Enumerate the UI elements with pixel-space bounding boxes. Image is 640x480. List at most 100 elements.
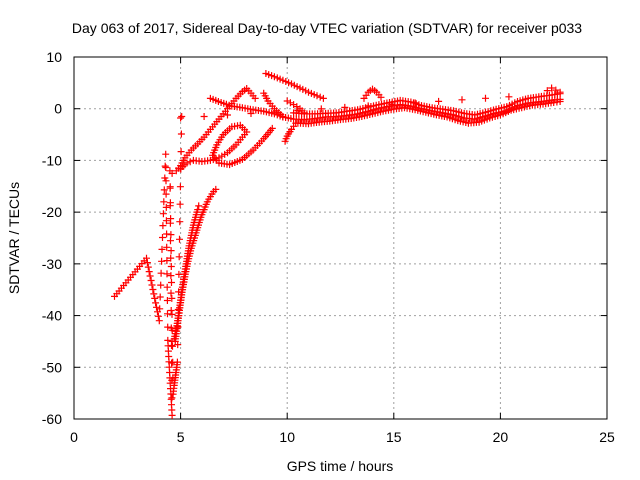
data-point bbox=[283, 97, 291, 105]
data-point bbox=[552, 86, 560, 94]
data-trace bbox=[179, 161, 189, 170]
x-tick-label: 25 bbox=[599, 429, 615, 445]
data-trace bbox=[185, 247, 195, 263]
data-trace bbox=[162, 164, 172, 331]
data-series bbox=[111, 93, 513, 419]
data-trace bbox=[388, 101, 401, 110]
data-trace bbox=[527, 98, 540, 107]
data-trace bbox=[307, 89, 318, 99]
data-point bbox=[168, 411, 176, 419]
y-tick-label: -50 bbox=[42, 359, 62, 375]
y-tick-label: 0 bbox=[54, 101, 62, 117]
data-point bbox=[251, 94, 259, 102]
data-trace bbox=[190, 216, 199, 226]
y-tick-label: -40 bbox=[42, 308, 62, 324]
data-trace bbox=[537, 97, 551, 106]
data-trace bbox=[316, 93, 324, 101]
data-trace bbox=[382, 106, 395, 115]
data-trace bbox=[318, 117, 331, 126]
data-trace bbox=[181, 260, 191, 278]
data-trace bbox=[361, 111, 374, 120]
data-trace bbox=[188, 224, 197, 237]
data-trace bbox=[414, 106, 427, 116]
data-trace bbox=[192, 208, 201, 219]
y-tick-label: -60 bbox=[42, 411, 62, 427]
data-trace bbox=[170, 384, 178, 395]
data-trace bbox=[420, 102, 433, 111]
data-trace bbox=[218, 150, 229, 160]
data-point bbox=[177, 114, 185, 122]
data-point bbox=[155, 317, 163, 325]
data-trace bbox=[285, 128, 294, 138]
data-trace bbox=[463, 110, 476, 118]
y-axis-label: SDTVAR / TECUs bbox=[6, 182, 22, 294]
data-point bbox=[505, 93, 513, 101]
x-tick-label: 20 bbox=[493, 429, 509, 445]
data-trace bbox=[198, 208, 207, 219]
x-tick-label: 10 bbox=[279, 429, 295, 445]
data-trace bbox=[218, 159, 231, 168]
data-trace bbox=[314, 113, 327, 122]
data-series bbox=[543, 84, 564, 96]
data-point bbox=[194, 206, 202, 214]
data-trace bbox=[178, 156, 187, 167]
data-trace bbox=[273, 74, 284, 83]
data-trace bbox=[516, 100, 529, 109]
data-trace bbox=[173, 361, 181, 371]
x-tick-label: 15 bbox=[386, 429, 402, 445]
data-trace bbox=[324, 109, 338, 117]
chart-title: Day 063 of 2017, Sidereal Day-to-day VTE… bbox=[72, 20, 582, 36]
data-trace bbox=[393, 104, 406, 113]
data-trace bbox=[201, 200, 210, 211]
data-trace bbox=[314, 110, 327, 118]
data-trace bbox=[172, 369, 180, 379]
data-trace bbox=[456, 117, 470, 126]
data-trace bbox=[367, 101, 380, 110]
data-point bbox=[556, 98, 564, 105]
data-trace bbox=[527, 93, 540, 102]
data-trace bbox=[307, 119, 320, 127]
data-trace bbox=[399, 101, 412, 110]
data-trace bbox=[262, 126, 275, 141]
data-trace bbox=[424, 109, 438, 118]
data-trace bbox=[335, 112, 348, 120]
data-trace bbox=[463, 114, 476, 123]
data-trace bbox=[442, 106, 455, 114]
x-tick-label: 0 bbox=[70, 429, 78, 445]
data-series bbox=[281, 119, 300, 145]
data-series bbox=[260, 89, 287, 120]
data-trace bbox=[266, 100, 276, 110]
y-tick-label: -30 bbox=[42, 256, 62, 272]
data-trace bbox=[273, 107, 285, 118]
data-trace bbox=[531, 100, 544, 109]
data-trace bbox=[335, 108, 348, 116]
data-trace bbox=[183, 149, 193, 159]
data-trace bbox=[367, 105, 380, 114]
data-trace bbox=[191, 226, 201, 239]
data-trace bbox=[189, 142, 199, 152]
data-trace bbox=[178, 275, 188, 296]
data-trace bbox=[452, 107, 465, 117]
data-trace bbox=[261, 92, 271, 102]
data-trace bbox=[282, 78, 293, 87]
data-series bbox=[262, 70, 327, 102]
data-trace bbox=[202, 128, 212, 139]
data-point bbox=[556, 88, 564, 96]
data-trace bbox=[209, 155, 220, 164]
data-trace bbox=[195, 216, 204, 229]
data-trace bbox=[495, 107, 508, 116]
data-point bbox=[377, 93, 385, 101]
data-trace bbox=[113, 257, 148, 298]
axis-ticks bbox=[73, 56, 608, 420]
data-trace bbox=[548, 90, 561, 99]
data-trace bbox=[495, 103, 508, 113]
data-trace bbox=[166, 183, 177, 382]
data-trace bbox=[488, 112, 502, 121]
data-trace bbox=[431, 104, 444, 113]
data-trace bbox=[542, 99, 555, 108]
data-trace bbox=[548, 96, 561, 104]
data-trace bbox=[474, 113, 487, 122]
axis-tick-labels: 0 5 10 15 20 25 -60 -50 -40 -30 -20 -10 0 10 bbox=[42, 49, 615, 445]
data-trace bbox=[371, 108, 384, 117]
